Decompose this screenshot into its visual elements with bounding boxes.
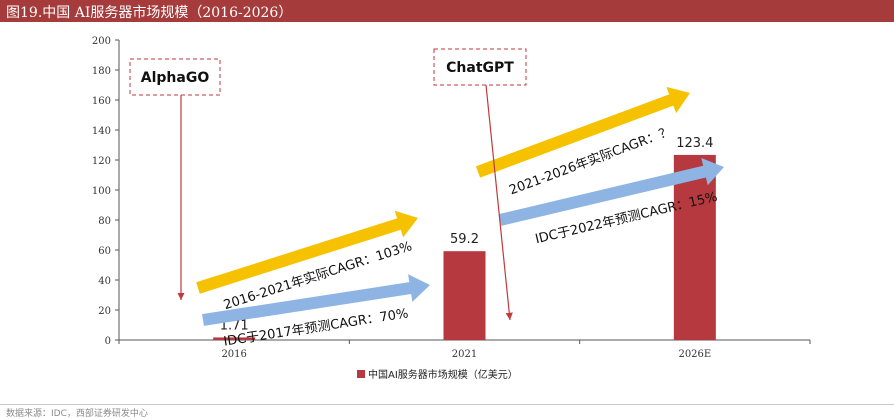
y-tick-label: 160: [92, 96, 111, 107]
cagr-arrow-2021-2026-actual: [475, 86, 691, 178]
y-tick-label: 180: [92, 66, 111, 77]
legend-swatch: [357, 370, 365, 378]
x-tick-label: 2016: [221, 349, 246, 360]
y-tick-label: 60: [98, 246, 111, 257]
cagr-arrow-2017-forecast: [202, 274, 430, 326]
callout-chatgpt-pointer: [485, 84, 513, 321]
bar: [673, 154, 716, 340]
x-tick-label: 2021: [452, 349, 477, 360]
figure-title: 图19.中国 AI服务器市场规模（2016-2026）: [6, 5, 293, 21]
callout-alphago-label: AlphaGO: [141, 70, 210, 86]
legend-label: 中国AI服务器市场规模（亿美元）: [368, 368, 518, 381]
callout-chatgpt-box: [433, 48, 527, 86]
bar: [443, 251, 486, 340]
y-tick-label: 200: [92, 36, 111, 47]
y-tick-label: 140: [92, 126, 111, 137]
y-tick-label: 40: [98, 276, 111, 287]
cagr-arrow-2022-forecast: [498, 157, 724, 226]
cagr-arrow-2021-2026-actual-shape: [475, 86, 691, 178]
cagr-arrow-2016-2021-actual-shape: [196, 210, 419, 294]
cagr-arrow-2016-2021-actual: [196, 210, 419, 294]
y-tick-label: 20: [98, 306, 111, 317]
y-tick-label: 100: [92, 186, 111, 197]
callout-chatgpt-label: ChatGPT: [446, 60, 514, 76]
y-tick-label: 120: [92, 156, 111, 167]
data-label: 123.4: [676, 136, 713, 151]
y-tick-label: 0: [105, 336, 111, 347]
data-label: 59.2: [450, 232, 479, 247]
x-tick-label: 2026E: [678, 349, 711, 360]
cagr-arrow-2022-forecast-shape: [498, 157, 724, 226]
callout-alphago-box: [129, 58, 221, 96]
header-bar: [0, 0, 894, 22]
bar-chart: 0204060801001201401601802001.71201659.22…: [92, 36, 811, 381]
cagr-arrow-2017-forecast-shape: [202, 274, 430, 326]
y-tick-label: 80: [98, 216, 111, 227]
source-note: 数据来源：IDC，西部证券研发中心: [6, 409, 148, 419]
bar: [213, 337, 256, 340]
footer-divider: [0, 404, 894, 405]
